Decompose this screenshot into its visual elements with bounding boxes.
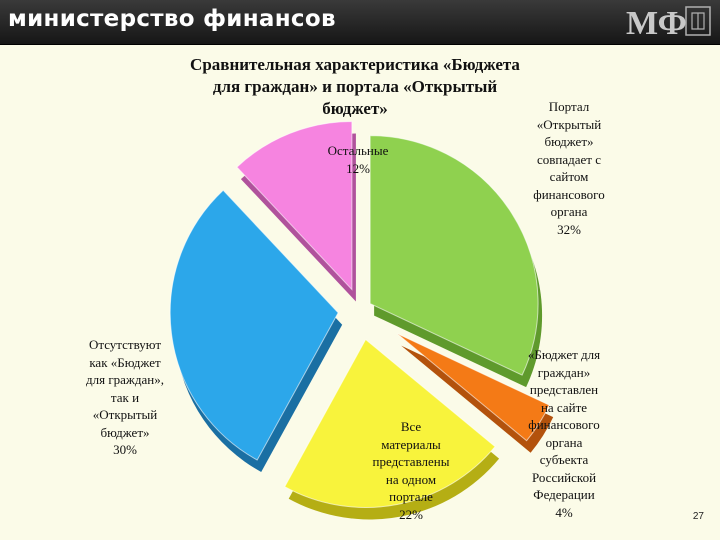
logo-emblem-mark [691,12,705,30]
label-all-materials: Все материалы представлены на одном порт… [372,419,450,522]
pie-slice-2 [396,333,550,442]
pie-slice-3 [284,338,496,508]
pie-slice-4 [169,189,339,461]
ministry-logo: МФ [626,5,711,39]
logo-text: МФ [626,5,687,39]
page-number: 27 [692,511,704,522]
label-others: Остальные 12% [327,143,389,176]
label-absent: Отсутствуют как «Бюджет для граждан», та… [85,337,164,457]
header-bar: министерство финансов МФ [0,0,720,45]
label-open-budget: Портал «Открытый бюджет» совпадает с сай… [533,99,605,237]
pie-slice-5 [236,120,353,291]
chart-title: Сравнительная характеристика «Бюджета дл… [190,55,520,118]
label-budget-for-citizens: «Бюджет для граждан» представлен на сайт… [527,347,601,520]
ministry-title: министерство финансов [8,6,336,32]
logo-emblem [685,6,711,36]
pie-slice-1 [369,135,539,376]
